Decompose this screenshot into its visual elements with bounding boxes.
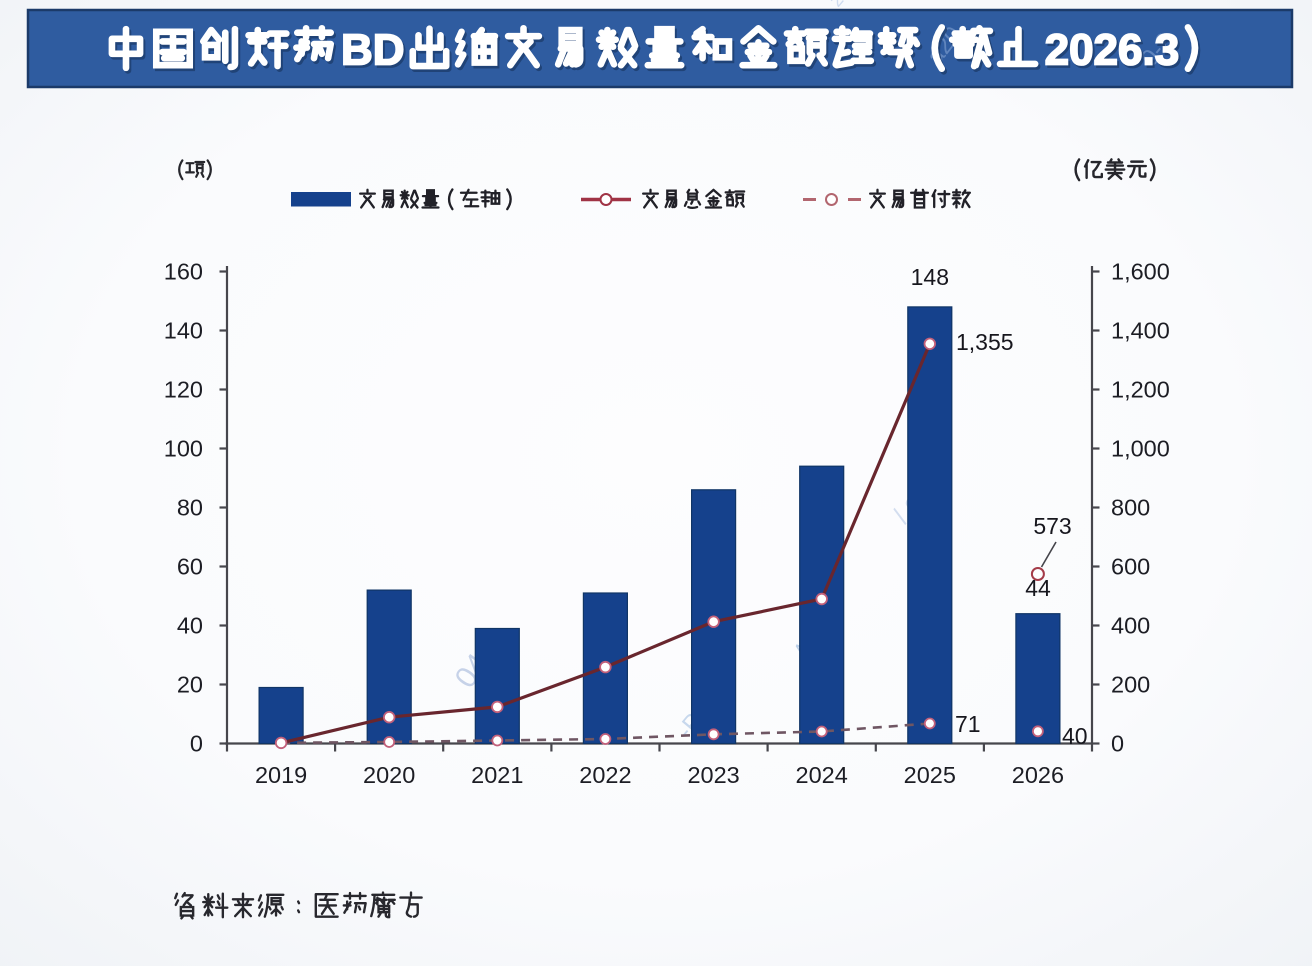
svg-text:1,000: 1,000 <box>1111 436 1170 462</box>
svg-text:BD: BD <box>343 28 407 77</box>
svg-text:160: 160 <box>164 259 203 285</box>
svg-text:800: 800 <box>1111 495 1150 521</box>
svg-text:40: 40 <box>177 613 203 639</box>
svg-text:2: 2 <box>826 0 848 11</box>
svg-text:200: 200 <box>1111 672 1150 698</box>
svg-text:60: 60 <box>177 554 203 580</box>
svg-text:2022: 2022 <box>579 762 631 788</box>
svg-text:2020: 2020 <box>363 762 415 788</box>
svg-text:1,400: 1,400 <box>1111 318 1170 344</box>
svg-text:148: 148 <box>911 264 949 290</box>
svg-text:80: 80 <box>177 495 203 521</box>
svg-text:573: 573 <box>1033 513 1071 539</box>
svg-text:1,200: 1,200 <box>1111 377 1170 403</box>
svg-text:2025: 2025 <box>904 762 956 788</box>
svg-text:44: 44 <box>1025 575 1051 601</box>
svg-text:100: 100 <box>164 436 203 462</box>
svg-text:40: 40 <box>1062 723 1088 749</box>
svg-text:BD: BD <box>341 25 405 74</box>
svg-text:2026.3: 2026.3 <box>1047 28 1182 77</box>
svg-text:2023: 2023 <box>687 762 739 788</box>
svg-text:2026.3: 2026.3 <box>1045 25 1180 74</box>
svg-text:2024: 2024 <box>796 762 848 788</box>
svg-text:120: 120 <box>164 377 203 403</box>
svg-text:400: 400 <box>1111 613 1150 639</box>
svg-text:71: 71 <box>955 711 981 737</box>
svg-text:600: 600 <box>1111 554 1150 580</box>
svg-text:2021: 2021 <box>471 762 523 788</box>
svg-text:20: 20 <box>177 672 203 698</box>
svg-text:1,355: 1,355 <box>956 329 1014 355</box>
svg-text:1,600: 1,600 <box>1111 259 1170 285</box>
svg-text:0: 0 <box>190 731 203 757</box>
svg-text:140: 140 <box>164 318 203 344</box>
svg-text:2026: 2026 <box>1012 762 1064 788</box>
svg-text:0: 0 <box>1111 731 1124 757</box>
svg-text:2019: 2019 <box>255 762 307 788</box>
